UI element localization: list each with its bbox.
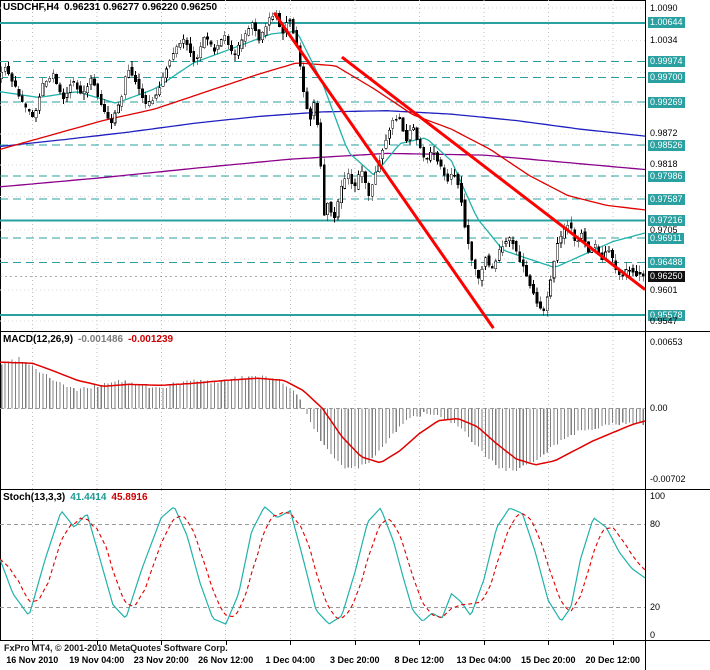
price-label-0.9818: 0.9818 — [650, 159, 678, 170]
stoch-scale-label-80: 80 — [650, 519, 661, 530]
macd-scale-label--0.00702: -0.00702 — [650, 473, 686, 484]
stoch-scale-label-20: 20 — [650, 602, 661, 612]
ohlc-values-label: 0.96231 0.96277 0.96220 0.96250 — [64, 2, 218, 13]
price-label-0.96250: 0.96250 — [648, 270, 685, 282]
support-resistance-levels — [0, 21, 645, 316]
chart-title: USDCHF,H4 0.96231 0.96277 0.96220 0.96250 — [3, 2, 222, 13]
price-label-0.97216: 0.97216 — [648, 215, 685, 226]
time-label-1-Dec-04-00: 1 Dec 04:00 — [265, 655, 316, 665]
macd-indicator-panel[interactable]: MACD(12,26,9) -0.001486 -0.001239 — [0, 332, 645, 489]
symbol-timeframe-label: USDCHF,H4 — [3, 2, 60, 13]
time-label-8-Dec-12-00: 8 Dec 12:00 — [394, 655, 445, 665]
stochastic-indicator-panel[interactable]: Stoch(13,3,3) 41.4414 45.8916 — [0, 490, 645, 640]
downtrend-line-1 — [272, 11, 495, 329]
price-label-0.97986: 0.97986 — [648, 170, 685, 182]
time-label-20-Dec-12-00: 20 Dec 12:00 — [585, 655, 641, 665]
time-label-15-Dec-20-00: 15 Dec 20:00 — [521, 655, 576, 665]
panel-separator-2[interactable] — [0, 489, 710, 490]
time-tick-mark — [483, 641, 485, 645]
price-label-0.95578: 0.95578 — [648, 309, 685, 321]
copyright-text: FxPro MT4, © 2001-2010 MetaQuotes Softwa… — [4, 643, 228, 653]
price-label-1.0090: 1.0090 — [650, 2, 678, 13]
stoch-k-line — [0, 506, 645, 625]
trendlines — [272, 11, 645, 329]
macd-name-label: MACD(12,26,9) — [3, 334, 74, 345]
price-label-0.97587: 0.97587 — [648, 193, 685, 205]
ma-teal-line — [0, 30, 645, 268]
time-tick-mark — [225, 641, 227, 645]
price-chart-canvas[interactable] — [0, 0, 645, 331]
macd-label: MACD(12,26,9) -0.001486 -0.001239 — [3, 334, 178, 345]
time-tick-mark — [161, 641, 163, 645]
macd-histogram — [1, 357, 644, 472]
candles — [0, 10, 645, 317]
macd-signal-line — [0, 361, 645, 466]
stochastic-chart-canvas[interactable] — [0, 490, 645, 640]
stoch-name-label: Stoch(13,3,3) — [3, 492, 66, 503]
stoch-d-value: 45.8916 — [111, 492, 148, 503]
price-label-0.99974: 0.99974 — [648, 56, 685, 67]
panel-separator-1[interactable] — [0, 331, 710, 332]
time-tick-mark — [548, 641, 550, 645]
price-label-0.98526: 0.98526 — [648, 139, 685, 151]
time-label-16-Nov-2010: 16 Nov 2010 — [6, 655, 59, 665]
price-label-0.9872: 0.9872 — [650, 128, 678, 139]
stochastic-label: Stoch(13,3,3) 41.4414 45.8916 — [3, 492, 153, 503]
price-label-1.0034: 1.0034 — [650, 34, 678, 45]
time-label-23-Nov-20-00: 23 Nov 20:00 — [133, 655, 189, 665]
main-price-panel[interactable]: USDCHF,H4 0.96231 0.96277 0.96220 0.96250 — [0, 0, 645, 331]
time-label-26-Nov-12-00: 26 Nov 12:00 — [198, 655, 254, 665]
grid — [0, 0, 645, 331]
price-label-1.00644: 1.00644 — [648, 17, 685, 29]
ma-blue-line — [0, 110, 645, 148]
macd-chart-canvas[interactable] — [0, 332, 645, 489]
price-label-0.96488: 0.96488 — [648, 257, 685, 268]
grid — [0, 332, 645, 489]
macd-scale-label-0.00653: 0.00653 — [650, 337, 683, 348]
ma-red-line — [0, 62, 645, 211]
price-label-0.99700: 0.99700 — [648, 71, 685, 83]
panel-separator-3[interactable] — [0, 640, 710, 641]
time-tick-mark — [419, 641, 421, 645]
ma-purple-line — [0, 152, 645, 188]
time-tick-mark — [96, 641, 98, 645]
time-tick-mark — [612, 641, 614, 645]
macd-scale-label-0.00: 0.00 — [650, 403, 668, 413]
macd-main-value: -0.001486 — [78, 334, 124, 345]
price-label-0.9705: 0.9705 — [650, 224, 678, 235]
price-label-0.99269: 0.99269 — [648, 96, 685, 108]
price-label-0.96911: 0.96911 — [648, 232, 684, 244]
time-label-19-Nov-04-00: 19 Nov 04:00 — [69, 655, 125, 665]
price-label-0.9547: 0.9547 — [650, 315, 678, 326]
price-axis[interactable]: 1.0090 1.00644 1.0034 0.99974 0.99700 0.99269… — [645, 0, 710, 670]
downtrend-line-2 — [340, 55, 645, 291]
time-tick-mark — [354, 641, 356, 645]
stoch-scale-label-100: 100 — [650, 491, 666, 502]
time-tick-mark — [32, 641, 34, 645]
time-tick-mark — [290, 641, 292, 645]
time-label-13-Dec-04-00: 13 Dec 04:00 — [456, 655, 512, 665]
time-label-3-Dec-20-00: 3 Dec 20:00 — [330, 655, 380, 665]
stoch-scale-label-0: 0 — [650, 629, 656, 640]
time-axis[interactable]: FxPro MT4, © 2001-2010 MetaQuotes Softwa… — [0, 641, 645, 670]
macd-signal-value: -0.001239 — [128, 334, 174, 345]
chart-column: USDCHF,H4 0.96231 0.96277 0.96220 0.96250… — [0, 0, 645, 670]
grid — [0, 490, 645, 640]
price-label-0.9601: 0.9601 — [650, 284, 678, 295]
stoch-k-value: 41.4414 — [70, 492, 107, 503]
